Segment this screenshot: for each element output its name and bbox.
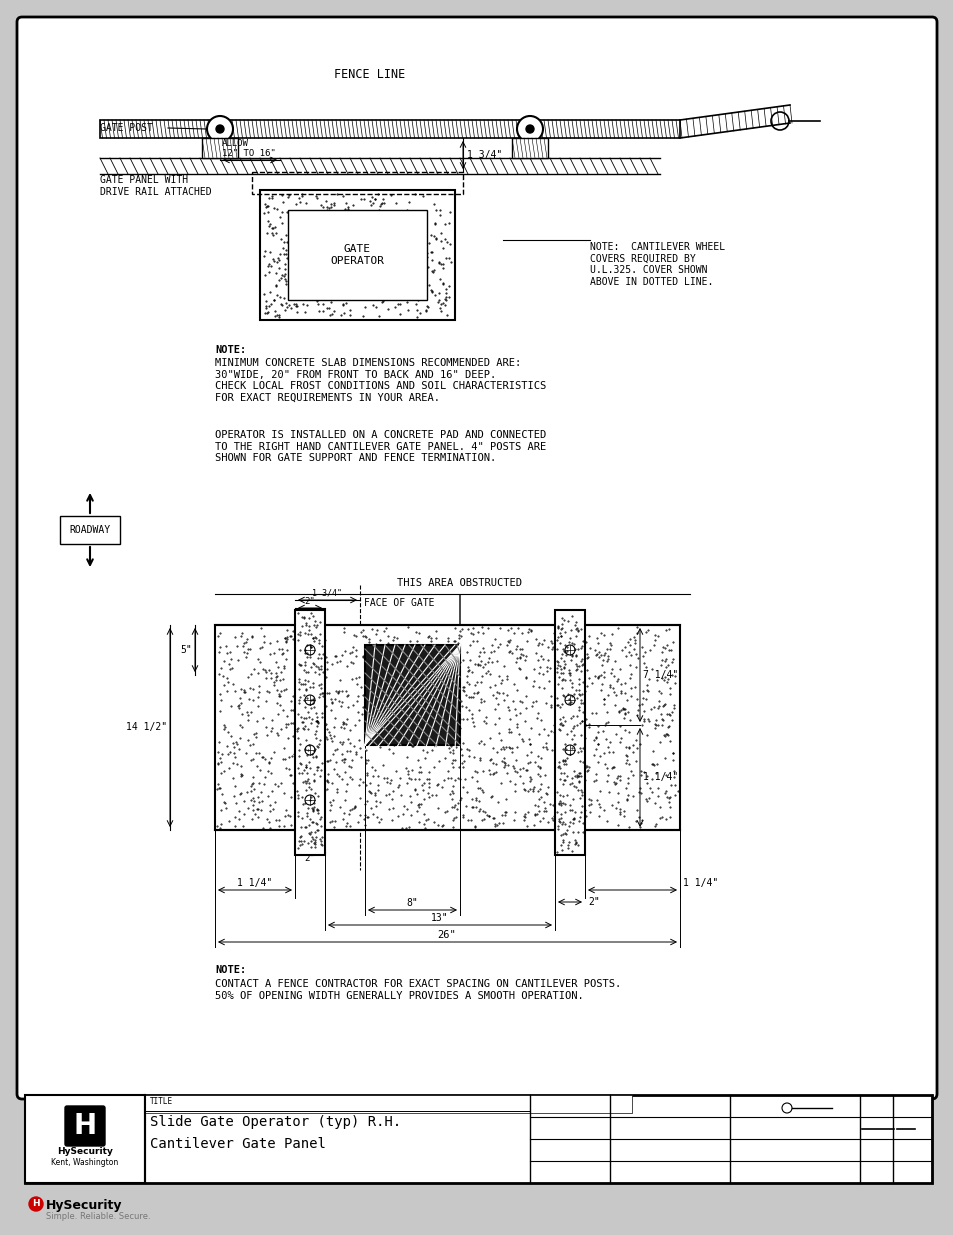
Bar: [288, 210, 427, 300]
Text: THIRD ANGLE PROJECTION: THIRD ANGLE PROJECTION: [731, 1097, 824, 1103]
Text: 1 1/4": 1 1/4": [682, 878, 718, 888]
Bar: [252, 172, 462, 194]
Text: OPERATOR IS INSTALLED ON A CONCRETE PAD AND CONNECTED
TO THE RIGHT HAND CANTILEV: OPERATOR IS INSTALLED ON A CONCRETE PAD …: [214, 430, 546, 463]
Text: GATE
OPERATOR: GATE OPERATOR: [330, 245, 384, 266]
Text: TITLE: TITLE: [150, 1097, 172, 1107]
Text: Cantilever Gate Panel: Cantilever Gate Panel: [150, 1137, 326, 1151]
Text: Kent, Washington: Kent, Washington: [51, 1158, 118, 1167]
Bar: [260, 190, 455, 320]
Text: 1 3/4": 1 3/4": [312, 589, 341, 598]
Text: REV: REV: [862, 1097, 874, 1103]
FancyBboxPatch shape: [65, 1107, 105, 1146]
Bar: [145, 1095, 631, 1113]
Text: H: H: [32, 1199, 40, 1209]
Text: CONTACT A FENCE CONTRACTOR FOR EXACT SPACING ON CANTILEVER POSTS.
50% OF OPENING: CONTACT A FENCE CONTRACTOR FOR EXACT SPA…: [214, 979, 620, 1000]
Text: 1 1/4": 1 1/4": [237, 878, 273, 888]
Text: NOTE:: NOTE:: [214, 965, 246, 974]
Circle shape: [525, 125, 534, 133]
Text: DRAWING NUMBER:: DRAWING NUMBER:: [731, 1163, 795, 1170]
Text: GATE POST: GATE POST: [100, 124, 152, 133]
Text: OF: OF: [894, 1163, 902, 1170]
Text: HySecurity: HySecurity: [46, 1199, 122, 1212]
Text: PART NUMBER: PART NUMBER: [731, 1119, 778, 1125]
Text: APPROVED: APPROVED: [532, 1163, 565, 1170]
Text: 2/21/08: 2/21/08: [612, 1105, 653, 1115]
Text: ALLOW
12" TO 16": ALLOW 12" TO 16": [222, 138, 275, 158]
Text: FACE OF GATE: FACE OF GATE: [364, 598, 434, 608]
Bar: [512, 138, 547, 158]
Text: NOTE:: NOTE:: [214, 345, 246, 354]
Text: 1: 1: [898, 1173, 904, 1183]
Text: DATE: DATE: [612, 1119, 628, 1125]
Text: ROADWAY: ROADWAY: [70, 525, 111, 535]
Text: H: H: [73, 1112, 96, 1140]
Bar: [25, 1095, 931, 1183]
Text: MM/YY/DD: MM/YY/DD: [612, 1165, 645, 1171]
Text: GATE PANEL WITH
DRIVE RAIL ATTACHED: GATE PANEL WITH DRIVE RAIL ATTACHED: [100, 175, 212, 196]
Text: CHECKED: CHECKED: [532, 1119, 561, 1125]
Bar: [365, 645, 459, 745]
Text: 5": 5": [180, 645, 192, 655]
Bar: [214, 625, 679, 830]
Text: 2": 2": [304, 853, 315, 863]
Text: SHOP: SHOP: [532, 1141, 548, 1147]
FancyBboxPatch shape: [17, 17, 936, 1099]
Bar: [100, 120, 679, 138]
Bar: [202, 138, 237, 158]
Circle shape: [29, 1197, 43, 1212]
Text: 1 1/4": 1 1/4": [642, 772, 678, 782]
Bar: [60, 516, 120, 543]
Text: DRAWN: DRAWN: [532, 1097, 553, 1103]
Text: 1 3/4": 1 3/4": [467, 149, 501, 161]
Text: HySecurity: HySecurity: [57, 1147, 112, 1156]
Circle shape: [517, 116, 542, 142]
Text: 1: 1: [865, 1173, 872, 1183]
Text: DATE: DATE: [612, 1097, 628, 1103]
Bar: [25, 1095, 145, 1183]
Text: N/A: N/A: [731, 1141, 747, 1150]
Text: Slide Gate Operator (typ) R.H.: Slide Gate Operator (typ) R.H.: [150, 1115, 401, 1129]
Text: 2": 2": [587, 897, 599, 906]
Text: 8": 8": [406, 898, 417, 908]
Text: RP: RP: [532, 1105, 543, 1115]
Bar: [555, 610, 584, 855]
Text: FENCE LINE: FENCE LINE: [334, 68, 405, 82]
Text: 7 1/4": 7 1/4": [642, 671, 678, 680]
Circle shape: [207, 116, 233, 142]
Text: 26": 26": [437, 930, 456, 940]
Text: SHT: SHT: [862, 1163, 874, 1170]
Text: Simple. Reliable. Secure.: Simple. Reliable. Secure.: [46, 1212, 151, 1221]
Bar: [294, 610, 325, 855]
Circle shape: [215, 125, 224, 133]
Text: ENGRNG: ENGRNG: [532, 1165, 557, 1171]
Text: MINIMUM CONCRETE SLAB DIMENSIONS RECOMMENDED ARE:
30"WIDE, 20" FROM FRONT TO BAC: MINIMUM CONCRETE SLAB DIMENSIONS RECOMME…: [214, 358, 546, 403]
Text: 2": 2": [304, 597, 315, 606]
Text: THIS AREA OBSTRUCTED: THIS AREA OBSTRUCTED: [397, 578, 522, 588]
Text: S13B: S13B: [796, 1173, 830, 1187]
Text: 13": 13": [431, 913, 448, 923]
Text: DATE: DATE: [612, 1163, 628, 1170]
Text: 14 1/2": 14 1/2": [126, 722, 167, 732]
Text: MM/YY/DD: MM/YY/DD: [612, 1141, 645, 1147]
Text: NOTE:  CANTILEVER WHEEL
COVERS REQUIRED BY
U.L.325. COVER SHOWN
ABOVE IN DOTTED : NOTE: CANTILEVER WHEEL COVERS REQUIRED B…: [589, 242, 724, 287]
